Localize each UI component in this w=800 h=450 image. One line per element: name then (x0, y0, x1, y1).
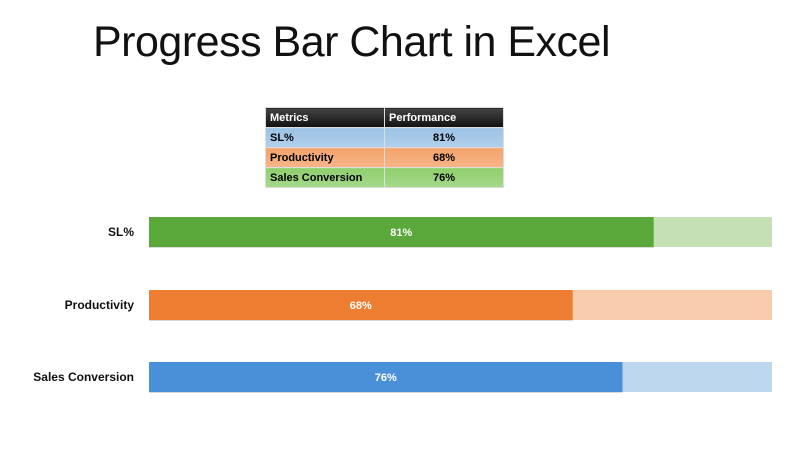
performance-cell: 68% (384, 147, 504, 168)
progress-bar (149, 362, 623, 392)
progress-bar (149, 290, 573, 320)
data-label: 76% (375, 372, 397, 384)
data-label: 81% (390, 227, 412, 239)
page-title: Progress Bar Chart in Excel (93, 18, 611, 66)
metrics-table: Metrics Performance SL% 81% Productivity… (265, 107, 504, 188)
category-label: SL% (108, 225, 134, 239)
metric-cell: Productivity (265, 147, 385, 168)
data-label: 68% (350, 300, 372, 312)
table-header-row: Metrics Performance (265, 107, 504, 128)
metric-cell: Sales Conversion (265, 167, 385, 188)
table-row: Productivity 68% (265, 147, 504, 168)
category-label: Sales Conversion (33, 370, 134, 384)
table-row: Sales Conversion 76% (265, 167, 504, 188)
header-performance: Performance (384, 107, 504, 128)
progress-bar (149, 217, 654, 247)
performance-cell: 76% (384, 167, 504, 188)
category-label: Productivity (65, 298, 135, 312)
